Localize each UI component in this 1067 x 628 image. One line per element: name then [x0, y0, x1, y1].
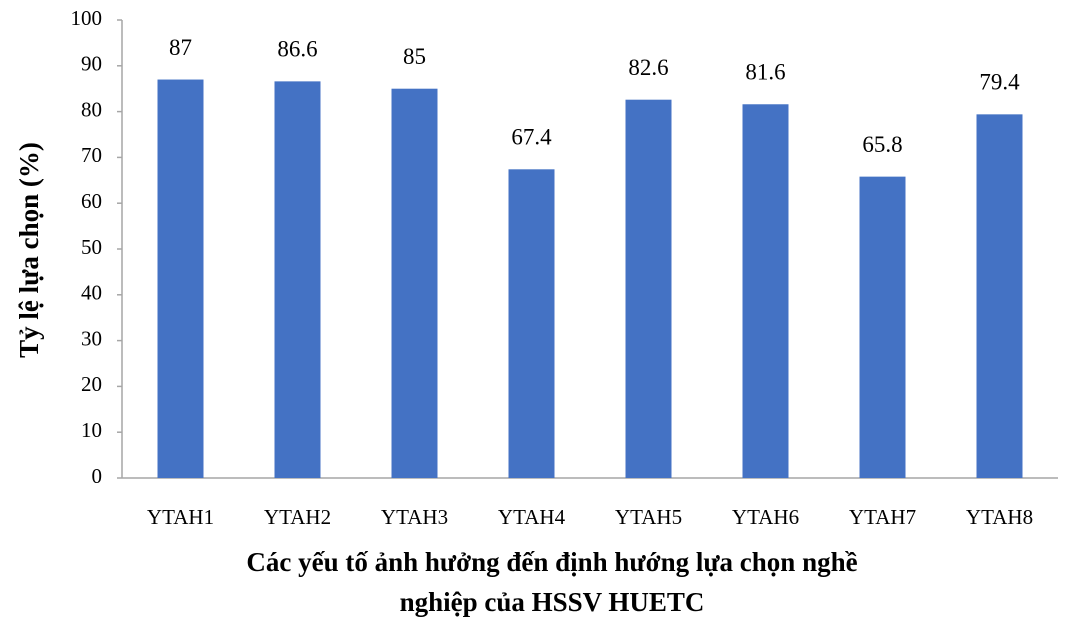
x-tick-label: YTAH6 — [732, 505, 799, 529]
bar — [274, 81, 321, 478]
y-tick-label: 50 — [81, 235, 102, 259]
y-tick-label: 10 — [81, 418, 102, 442]
x-axis-title: nghiệp của HSSV HUETC — [400, 587, 705, 617]
data-label: 82.6 — [628, 55, 668, 80]
x-tick-label: YTAH4 — [498, 505, 566, 529]
data-label: 86.6 — [277, 37, 317, 62]
data-label: 65.8 — [862, 132, 902, 157]
data-label: 81.6 — [745, 60, 785, 85]
x-axis-title: Các yếu tố ảnh hưởng đến định hướng lựa … — [246, 547, 857, 577]
y-tick-label: 0 — [92, 464, 103, 488]
bar — [742, 104, 789, 478]
bar — [391, 88, 438, 478]
bar — [157, 79, 204, 478]
data-label: 67.4 — [511, 125, 552, 150]
y-tick-label: 70 — [81, 143, 102, 167]
bar — [859, 176, 906, 479]
y-tick-label: 20 — [81, 372, 102, 396]
y-tick-label: 100 — [71, 6, 103, 30]
y-axis-title: Tỷ lệ lựa chọn (%) — [14, 142, 44, 358]
y-tick-label: 90 — [81, 52, 102, 76]
x-tick-label: YTAH8 — [966, 505, 1033, 529]
bar — [508, 169, 555, 479]
x-tick-label: YTAH7 — [849, 505, 916, 529]
x-tick-label: YTAH3 — [381, 505, 448, 529]
x-tick-label: YTAH5 — [615, 505, 682, 529]
y-tick-label: 60 — [81, 189, 102, 213]
y-tick-label: 30 — [81, 326, 102, 350]
data-label: 85 — [403, 44, 426, 69]
bar — [625, 99, 672, 478]
bar — [976, 114, 1023, 479]
y-tick-label: 80 — [81, 97, 102, 121]
y-tick-label: 40 — [81, 281, 102, 305]
x-tick-label: YTAH2 — [264, 505, 331, 529]
data-label: 87 — [169, 35, 192, 60]
x-tick-label: YTAH1 — [147, 505, 214, 529]
data-label: 79.4 — [979, 70, 1020, 95]
